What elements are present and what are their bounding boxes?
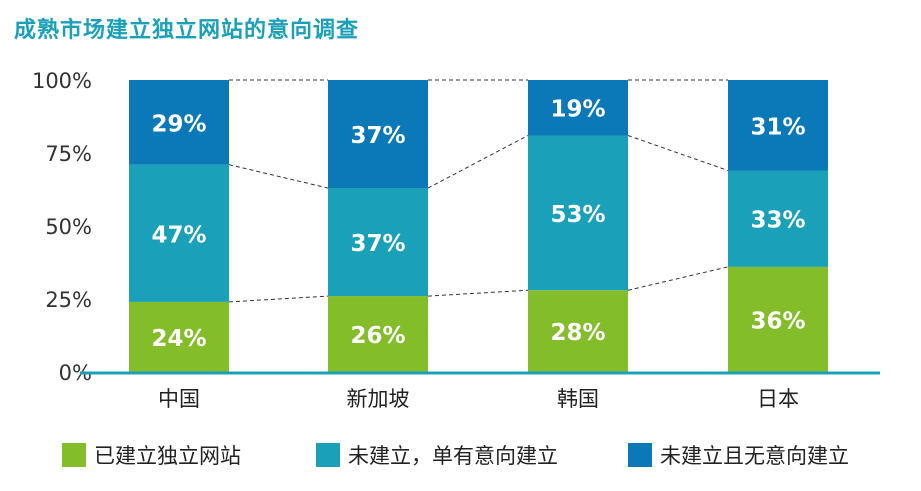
bar-segment — [129, 301, 229, 372]
connector-line — [427, 289, 529, 297]
bar-value-label: 37% — [350, 123, 405, 149]
bar-value-label: 31% — [750, 114, 805, 140]
legend: 已建立独立网站 未建立，单有意向建立 未建立且无意向建立 — [0, 440, 921, 476]
bar-value-label: 37% — [350, 231, 405, 257]
legend-item-built: 已建立独立网站 — [62, 440, 241, 470]
bar-segment — [728, 80, 828, 171]
y-tick-label: 100% — [32, 69, 92, 93]
y-tick-label: 75% — [45, 142, 92, 166]
bar-value-label: 24% — [151, 326, 206, 352]
connector-line — [627, 135, 729, 171]
connector-line — [228, 295, 329, 303]
bar-value-label: 47% — [151, 222, 206, 248]
bar-segment — [528, 290, 628, 372]
stacked-bar-chart: 0%25%50%75%100% 24%47%29%26%37%37%28%53%… — [32, 69, 880, 411]
bar-segment — [129, 164, 229, 302]
x-tick-label: 韩国 — [557, 387, 599, 411]
bar-value-label: 28% — [550, 320, 605, 346]
x-tick-label: 日本 — [757, 387, 799, 411]
bar-value-label: 19% — [550, 97, 605, 123]
bar-segment — [129, 80, 229, 165]
legend-swatch-green — [62, 443, 86, 467]
chart-title: 成熟市场建立独立网站的意向调查 — [14, 18, 360, 43]
bar-segment — [528, 80, 628, 136]
legend-swatch-blue — [628, 443, 652, 467]
bar-segment — [328, 296, 428, 372]
legend-swatch-teal — [316, 443, 340, 467]
connector-line — [228, 164, 329, 189]
bar-segment — [328, 188, 428, 297]
connector-lines — [228, 79, 729, 303]
x-axis-labels: 中国 新加坡 韩国 日本 — [158, 387, 799, 411]
bar-value-label: 29% — [151, 111, 206, 137]
legend-item-intend: 未建立，单有意向建立 — [316, 440, 558, 470]
connector-line — [427, 135, 529, 189]
legend-item-no-intent: 未建立且无意向建立 — [628, 440, 849, 470]
bar-segment — [328, 80, 428, 189]
bars: 24% 47% 29% 26% 37% 37% 28% 53% 19% 36% 33% 31% — [129, 80, 828, 372]
x-tick-label: 中国 — [158, 387, 200, 411]
bar-segment — [728, 266, 828, 372]
y-axis-labels: 0%25%50%75%100% — [32, 69, 92, 385]
connector-line — [627, 266, 729, 291]
legend-label: 未建立且无意向建立 — [660, 444, 849, 468]
y-tick-label: 50% — [45, 215, 92, 239]
legend-label: 已建立独立网站 — [94, 444, 241, 468]
legend-label: 未建立，单有意向建立 — [348, 444, 558, 468]
bar-segment — [528, 135, 628, 291]
x-tick-label: 新加坡 — [347, 387, 410, 411]
bar-value-label: 33% — [750, 208, 805, 234]
bar-value-label: 36% — [750, 308, 805, 334]
y-tick-label: 25% — [45, 288, 92, 312]
bar-value-label: 53% — [550, 202, 605, 228]
bar-segment — [728, 170, 828, 267]
bar-value-label: 26% — [350, 323, 405, 349]
